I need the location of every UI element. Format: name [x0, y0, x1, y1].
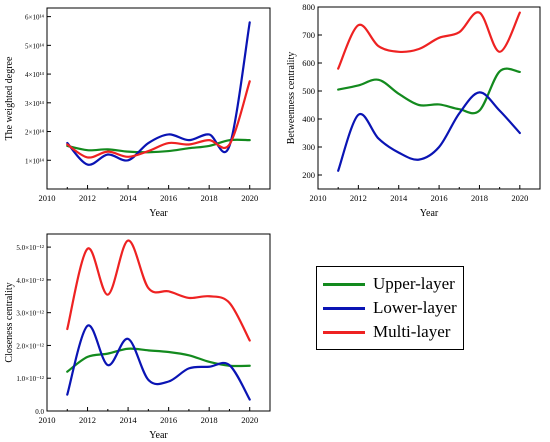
closeness-centrality-chart: 2010 2012 2014 2016 2018 2020 0.0 1.0×10⁻¹² 2.0×…: [4, 233, 271, 441]
weighted-degree-x-axis-label: Year: [149, 208, 168, 219]
betweenness-y-tick-label: 200: [302, 170, 315, 180]
closeness-plot-frame: [46, 233, 271, 412]
closeness-x-axis-label: Year: [149, 430, 168, 441]
weighted-degree-x-tick-label: 2016: [160, 193, 177, 203]
closeness-y-tick-label: 1.0×10⁻¹²: [16, 375, 44, 383]
betweenness-y-tick-label: 600: [302, 58, 315, 68]
closeness-x-tick-label: 2016: [160, 415, 177, 425]
weighted-degree-y-axis-label: The weighted degree: [4, 56, 15, 140]
betweenness-series-lower: [337, 91, 521, 172]
closeness-x-tick-label: 2020: [241, 415, 258, 425]
legend-item-multi: Multi-layer: [323, 321, 459, 343]
weighted-degree-x-tick-label: 2014: [120, 193, 138, 203]
closeness-y-axis-label: Closeness centrality: [4, 282, 15, 362]
closeness-x-tick-label: 2010: [39, 415, 56, 425]
betweenness-x-tick-label: 2016: [431, 193, 448, 203]
legend-label-multi: Multi-layer: [373, 322, 451, 341]
weighted-degree-y-tick-label: 5×10¹⁴: [25, 42, 45, 50]
closeness-series-upper: [66, 347, 251, 373]
betweenness-x-tick-label: 2010: [310, 193, 327, 203]
weighted-degree-series-group: [66, 21, 251, 166]
betweenness-y-tick-label: 400: [302, 114, 315, 124]
legend-swatch-upper: [323, 283, 365, 286]
weighted-degree-plot-frame: [46, 7, 271, 190]
betweenness-series-group: [337, 11, 521, 172]
closeness-y-tick-label: 5.0×10⁻¹²: [16, 244, 44, 252]
betweenness-y-tick-label: 300: [302, 142, 315, 152]
closeness-x-tick-label: 2012: [79, 415, 96, 425]
weighted-degree-y-tick-label: 3×10¹⁴: [25, 100, 45, 108]
legend-item-upper: Upper-layer: [323, 273, 459, 295]
betweenness-y-tick-label: 500: [302, 86, 315, 96]
weighted-degree-chart: 2010 2012 2014 2016 2018 2020 1×10¹⁴ 2×10¹⁴ 3×10…: [4, 7, 271, 219]
betweenness-y-tick-label: 800: [302, 2, 315, 12]
weighted-degree-y-tick-label: 2×10¹⁴: [25, 129, 45, 137]
closeness-series-multi: [66, 239, 251, 342]
closeness-series-lower: [66, 324, 251, 401]
betweenness-x-tick-label: 2012: [350, 193, 367, 203]
betweenness-y-axis-label: Betweenness centrality: [286, 52, 297, 144]
weighted-degree-series-multi: [66, 80, 251, 159]
betweenness-x-tick-label: 2014: [390, 193, 408, 203]
weighted-degree-series-lower: [66, 21, 251, 166]
weighted-degree-x-tick-label: 2020: [241, 193, 258, 203]
legend-item-lower: Lower-layer: [323, 297, 459, 319]
legend-swatch-multi: [323, 331, 365, 334]
betweenness-series-upper: [337, 67, 521, 115]
legend: Upper-layer Lower-layer Multi-layer: [316, 266, 464, 350]
legend-label-upper: Upper-layer: [373, 274, 455, 293]
weighted-degree-y-tick-label: 4×10¹⁴: [25, 71, 45, 79]
legend-swatch-lower: [323, 307, 365, 310]
weighted-degree-x-tick-label: 2010: [39, 193, 56, 203]
weighted-degree-x-tick-label: 2018: [201, 193, 218, 203]
closeness-x-tick-label: 2018: [201, 415, 218, 425]
closeness-y-tick-label: 4.0×10⁻¹²: [16, 277, 44, 285]
weighted-degree-y-tick-label: 1×10¹⁴: [25, 157, 45, 165]
betweenness-x-tick-label: 2020: [511, 193, 528, 203]
closeness-series-group: [66, 239, 251, 401]
betweenness-x-axis-label: Year: [420, 208, 439, 219]
closeness-y-tick-label: 2.0×10⁻¹²: [16, 342, 44, 350]
weighted-degree-y-tick-label: 6×10¹⁴: [25, 14, 45, 22]
weighted-degree-series-upper: [66, 138, 251, 154]
betweenness-centrality-chart: 2010 2012 2014 2016 2018 2020 200 300 400 500 600 7…: [286, 2, 541, 219]
closeness-x-tick-label: 2014: [120, 415, 138, 425]
betweenness-series-multi: [337, 11, 521, 70]
betweenness-y-tick-label: 700: [302, 30, 315, 40]
betweenness-plot-frame: [317, 6, 541, 190]
legend-label-lower: Lower-layer: [373, 298, 457, 317]
closeness-y-tick-label: 3.0×10⁻¹²: [16, 310, 44, 318]
closeness-y-tick-label: 0.0: [35, 408, 44, 416]
weighted-degree-x-tick-label: 2012: [79, 193, 96, 203]
betweenness-x-tick-label: 2018: [471, 193, 488, 203]
